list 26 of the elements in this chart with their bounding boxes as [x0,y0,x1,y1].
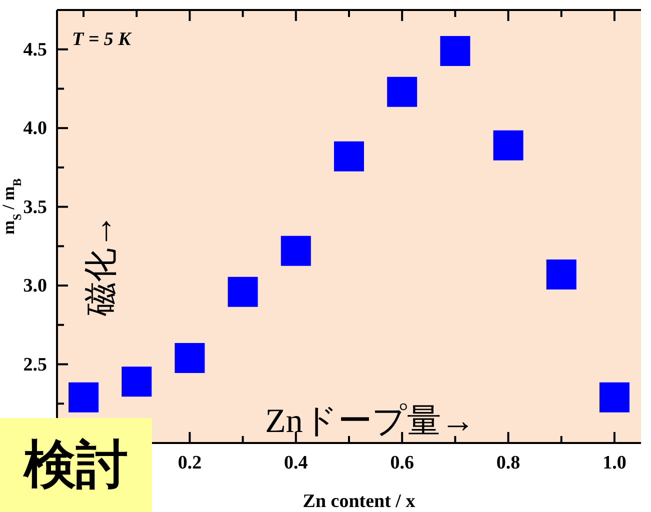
y-tick-label: 4.5 [23,39,47,60]
point [387,76,418,107]
y-tick-label: 2.5 [23,354,47,376]
y-tick-label: 3.5 [23,196,47,218]
point [334,141,364,172]
x-tick-label: 1.0 [602,452,626,474]
x-tick-label: 0.4 [284,452,308,474]
point [599,382,630,412]
annotation: 検討 [22,437,128,494]
point [122,366,152,397]
annotation: Znドープ量→ [265,403,475,440]
point [228,276,258,307]
x-tick-label: 0.2 [178,452,202,474]
x-tick-label: 0.8 [496,452,520,474]
y-tick-label: 4.0 [23,118,47,140]
point [280,236,311,266]
annotation: T = 5 K [72,29,132,50]
point [546,260,576,290]
point [68,382,99,412]
annotation: 磁化→ [83,214,120,317]
x-axis-title: Zn content / x [302,491,416,512]
point [440,36,470,66]
point [174,342,205,373]
y-tick-label: 3.0 [23,276,47,297]
point [493,130,524,160]
x-tick-label: 0.6 [390,452,414,474]
